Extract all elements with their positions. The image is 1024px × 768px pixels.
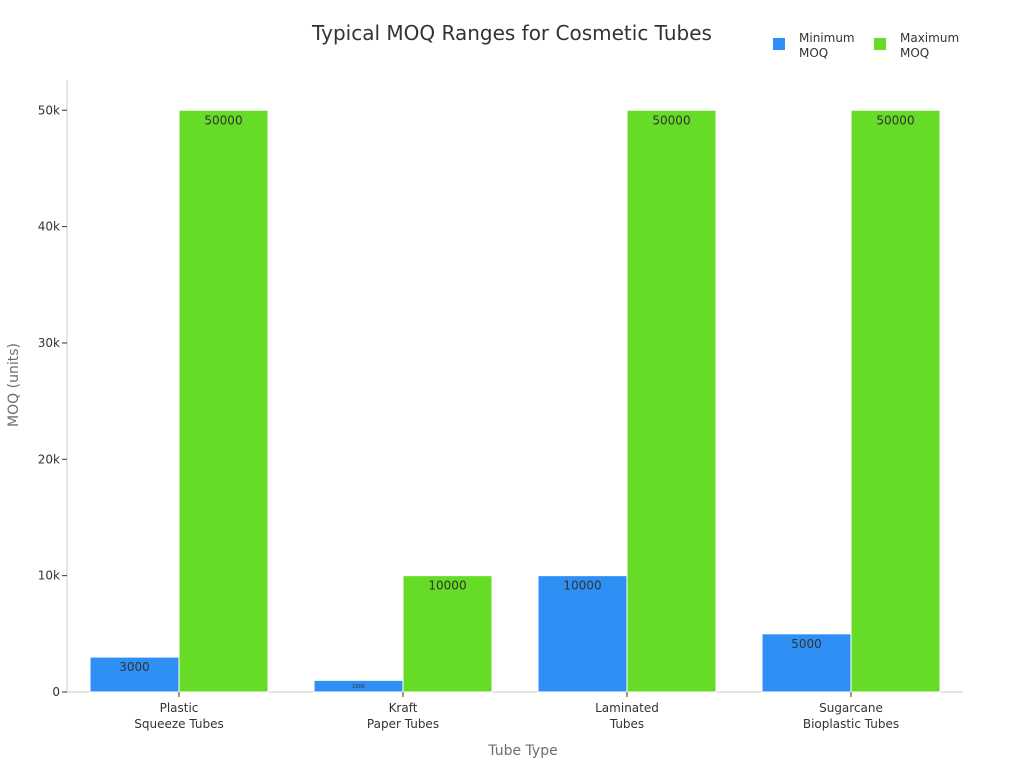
- x-tick-label: Tubes: [609, 717, 644, 731]
- legend-swatch-minimum: [773, 38, 785, 50]
- legend-swatch-maximum: [874, 38, 886, 50]
- data-label: 5000: [791, 637, 822, 651]
- plot-area: 0 10k 20k 30k 40k 50k 3000 50000 Plastic Squeeze …: [38, 80, 963, 731]
- data-label: 50000: [204, 113, 242, 127]
- data-label: 1000: [352, 684, 365, 690]
- bar-minimum: [89, 656, 180, 693]
- data-label: 3000: [119, 660, 150, 674]
- legend-label: MOQ: [799, 46, 828, 60]
- x-tick-label: Bioplastic Tubes: [803, 717, 899, 731]
- y-axis-title: MOQ (units): [6, 343, 22, 427]
- legend-label: Minimum: [799, 31, 855, 45]
- y-tick-label: 20k: [38, 452, 60, 466]
- bar-maximum: [402, 575, 493, 693]
- x-tick-label: Laminated: [595, 701, 659, 715]
- legend-label: Maximum: [900, 31, 959, 45]
- bar-maximum: [850, 109, 941, 693]
- x-tick-label: Kraft: [389, 701, 418, 715]
- x-axis-title: Tube Type: [487, 743, 557, 759]
- x-tick-label: Paper Tubes: [367, 717, 439, 731]
- data-label: 50000: [652, 113, 690, 127]
- bar-maximum: [178, 109, 269, 693]
- y-tick-label: 30k: [38, 336, 60, 350]
- y-tick-label: 10k: [38, 569, 60, 583]
- x-tick-label: Plastic: [160, 701, 199, 715]
- y-tick-label: 0: [52, 685, 60, 699]
- data-label: 10000: [428, 579, 466, 593]
- chart-title: Typical MOQ Ranges for Cosmetic Tubes: [311, 21, 712, 45]
- bar-minimum: [537, 575, 628, 693]
- x-tick-label: Sugarcane: [819, 701, 883, 715]
- y-tick-label: 40k: [38, 220, 60, 234]
- y-tick-label: 50k: [38, 103, 60, 117]
- legend-label: MOQ: [900, 46, 929, 60]
- x-tick-label: Squeeze Tubes: [134, 717, 223, 731]
- data-label: 10000: [563, 579, 601, 593]
- bar-maximum: [626, 109, 717, 693]
- bar-minimum: [761, 633, 852, 693]
- data-label: 50000: [876, 113, 914, 127]
